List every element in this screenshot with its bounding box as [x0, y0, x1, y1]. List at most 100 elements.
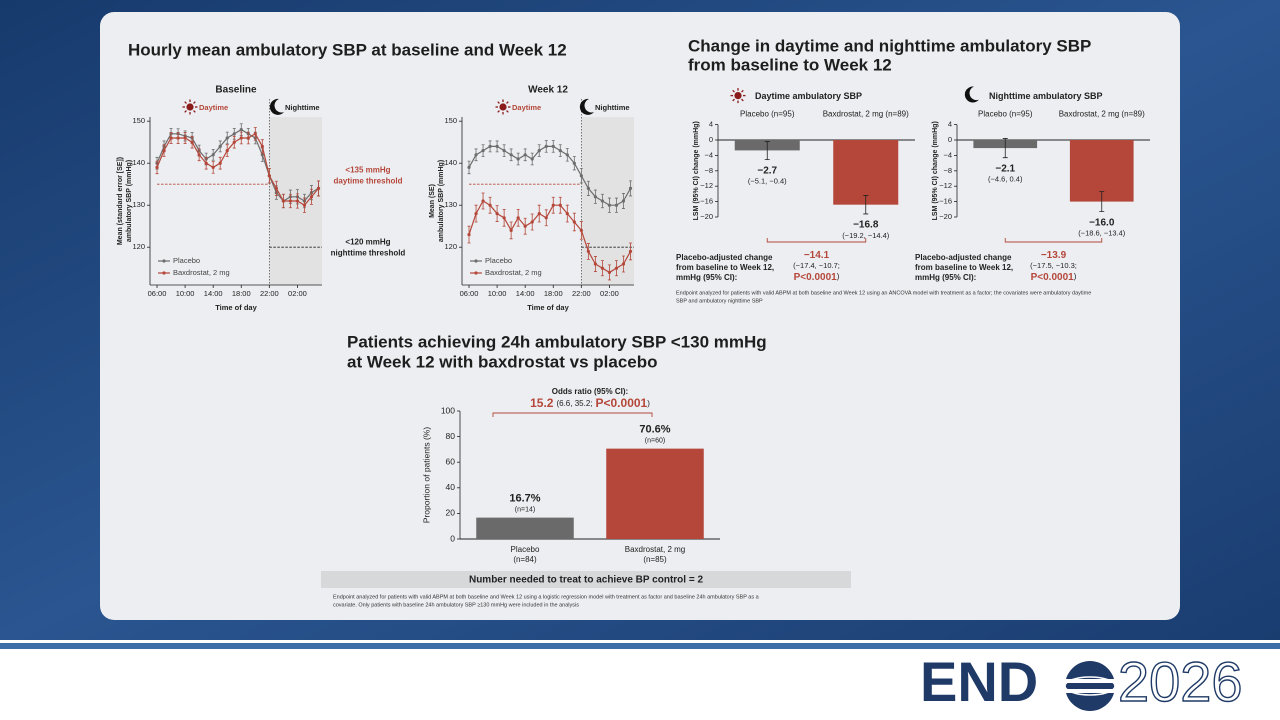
- x-tick-label: 18:00: [232, 289, 251, 298]
- stat-line: −14.1: [804, 250, 830, 261]
- adjusted-label: mmHg (95% CI):: [676, 273, 737, 282]
- stat-line: 15.2 (6.6, 35.2; P<0.0001): [530, 396, 650, 410]
- moon-icon: [269, 98, 284, 115]
- y-tick-label: −4: [943, 150, 952, 159]
- y-tick-label: 0: [450, 533, 455, 543]
- point: [621, 262, 626, 266]
- category-n: (n=85): [643, 555, 667, 564]
- point: [558, 149, 562, 153]
- y-tick-label: 20: [446, 508, 456, 518]
- point: [316, 186, 321, 190]
- point: [260, 153, 264, 157]
- value-label: −16.8: [853, 220, 879, 231]
- sun-core: [186, 103, 194, 111]
- point: [239, 136, 243, 140]
- point: [523, 153, 527, 157]
- error-bar: [764, 141, 770, 161]
- point: [232, 140, 236, 144]
- footnote: Endpoint analyzed for patients with vali…: [676, 290, 1091, 296]
- threshold-label: nighttime threshold: [331, 248, 406, 257]
- point: [509, 153, 513, 157]
- point: [600, 266, 605, 270]
- point: [593, 262, 597, 266]
- adjusted-label: Placebo-adjusted change: [676, 253, 773, 262]
- y-tick-label: 60: [446, 456, 456, 466]
- y-tick-label: 120: [444, 242, 457, 251]
- y-tick-label: −12: [939, 181, 952, 190]
- point: [246, 136, 250, 140]
- point: [488, 203, 492, 207]
- point: [288, 199, 293, 203]
- adjusted-ci: (−17.4, −10.7;: [793, 261, 840, 270]
- point: [537, 212, 541, 216]
- category-label: Placebo (n=95): [978, 110, 1033, 119]
- point: [267, 174, 271, 178]
- point: [495, 144, 499, 148]
- legend-marker: [474, 271, 478, 275]
- sun-icon: [495, 99, 511, 115]
- sun-ray: [193, 110, 196, 113]
- point: [530, 220, 534, 224]
- y-tick-label: 80: [446, 431, 456, 441]
- chart-title: Baseline: [215, 85, 257, 96]
- stat-ci: (6.6, 35.2;: [556, 399, 592, 408]
- point: [509, 228, 513, 232]
- value-label: −2.1: [995, 163, 1015, 174]
- y-axis-label: LSM (95% CI) change (mmHg): [932, 121, 939, 220]
- category-n: (n=84): [513, 555, 537, 564]
- logo-year: 2026: [1118, 650, 1243, 713]
- point: [474, 212, 478, 216]
- night-label: Nighttime: [285, 103, 320, 112]
- legend-label: Placebo: [485, 256, 512, 265]
- stat-value: −13.9: [1041, 250, 1067, 261]
- y-tick-label: −4: [704, 150, 713, 159]
- footnote: covariate. Only patients with baseline 2…: [333, 602, 579, 608]
- adjusted-label: Placebo-adjusted change: [915, 253, 1012, 262]
- legend-label: Baxdrostat, 2 mg: [485, 268, 542, 277]
- point: [537, 149, 541, 153]
- sun-icon: [182, 99, 198, 115]
- point: [551, 203, 555, 207]
- legend-marker: [162, 259, 166, 263]
- point: [572, 161, 576, 165]
- point: [190, 140, 194, 144]
- y-axis-label: LSM (95% CI) change (mmHg): [693, 121, 700, 220]
- bracket: [766, 238, 867, 243]
- point: [502, 149, 506, 153]
- point: [225, 136, 229, 140]
- point: [162, 149, 166, 153]
- night-label: Nighttime: [595, 103, 630, 112]
- point: [481, 149, 485, 153]
- x-tick-label: 22:00: [260, 289, 279, 298]
- sun-core: [734, 92, 742, 100]
- point: [309, 195, 314, 199]
- point: [565, 212, 569, 216]
- section-heading: Hourly mean ambulatory SBP at baseline a…: [128, 40, 567, 59]
- point: [295, 199, 300, 203]
- point: [516, 157, 520, 161]
- threshold-label: daytime threshold: [334, 176, 403, 185]
- point: [593, 195, 597, 199]
- point: [467, 165, 471, 169]
- x-axis-label: Time of day: [527, 303, 569, 312]
- ci-label: (−19.2, −14.4): [842, 231, 890, 240]
- ci-label: (−5.1, −0.4): [748, 177, 787, 186]
- y-tick-label: 0: [948, 135, 952, 144]
- section-heading: Patients achieving 24h ambulatory SBP <1…: [347, 332, 767, 351]
- bar: [833, 140, 899, 205]
- point: [600, 199, 605, 203]
- x-tick-label: 02:00: [600, 289, 619, 298]
- error-bar: [1099, 191, 1105, 213]
- sun-ray: [506, 110, 509, 113]
- footnote: Endpoint analyzed for patients with vali…: [333, 594, 760, 600]
- x-tick-label: 06:00: [460, 289, 479, 298]
- y-axis-label: Mean (SE): [429, 184, 436, 218]
- nnt-box: [321, 571, 851, 588]
- stat-line: −13.9: [1041, 250, 1067, 261]
- x-tick-label: 10:00: [488, 289, 507, 298]
- adjusted-p: P<0.0001): [794, 272, 840, 283]
- section-heading: from baseline to Week 12: [688, 55, 892, 74]
- sun-ray: [184, 110, 187, 113]
- n-label: (n=14): [515, 506, 535, 513]
- point: [197, 153, 201, 157]
